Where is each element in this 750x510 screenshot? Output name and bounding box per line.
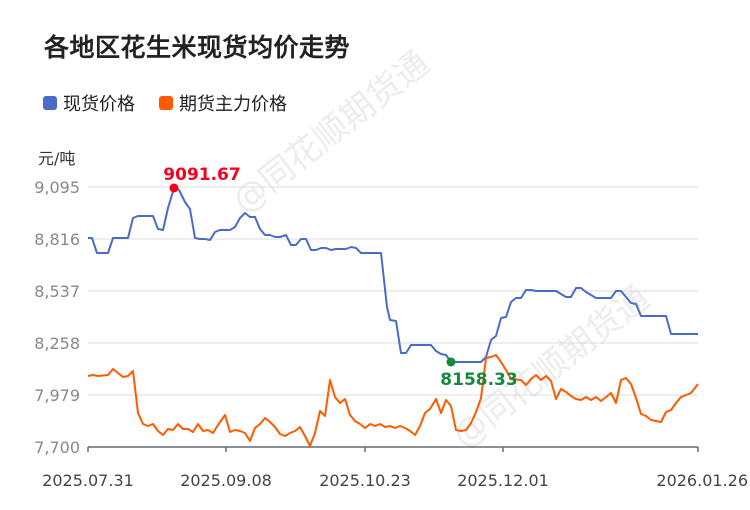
legend-label-spot: 现货价格 [63,94,135,115]
x-tick-label: 2026.01.26 [656,471,748,490]
x-tick-label: 2025.12.01 [457,471,549,490]
x-tick-label: 2025.10.23 [319,471,411,490]
y-tick-label: 9,095 [34,178,80,197]
y-tick-label: 8,258 [34,334,80,353]
legend-item-futures[interactable]: 期货主力价格 [159,90,287,116]
min-point-marker[interactable] [446,357,456,367]
y-axis-ticks: 9,095 8,816 8,537 8,258 7,979 7,700 [34,178,80,457]
x-axis: 2025.07.31 2025.09.08 2025.10.23 2025.12.01… [42,446,748,490]
legend-swatch-spot-icon [43,96,57,110]
y-tick-label: 8,537 [34,282,80,301]
series-line-futures[interactable] [87,354,699,447]
x-tick-label: 2025.07.31 [42,471,134,490]
y-axis-unit: 元/吨 [38,149,76,168]
y-tick-label: 7,979 [34,386,80,405]
max-point-marker[interactable] [169,183,179,193]
legend: 现货价格 期货主力价格 [43,90,311,116]
max-point-label: 9091.67 [163,165,240,185]
min-point-label: 8158.33 [440,370,517,390]
legend-item-spot[interactable]: 现货价格 [43,90,135,116]
legend-swatch-futures-icon [159,96,173,110]
x-tick-label: 2025.09.08 [180,471,272,490]
legend-label-futures: 期货主力价格 [179,94,287,115]
chart-title: 各地区花生米现货均价走势 [44,33,351,62]
y-tick-label: 7,700 [34,438,80,457]
y-tick-label: 8,816 [34,230,80,249]
grid-lines [88,186,698,396]
series-line-spot[interactable] [88,187,698,363]
